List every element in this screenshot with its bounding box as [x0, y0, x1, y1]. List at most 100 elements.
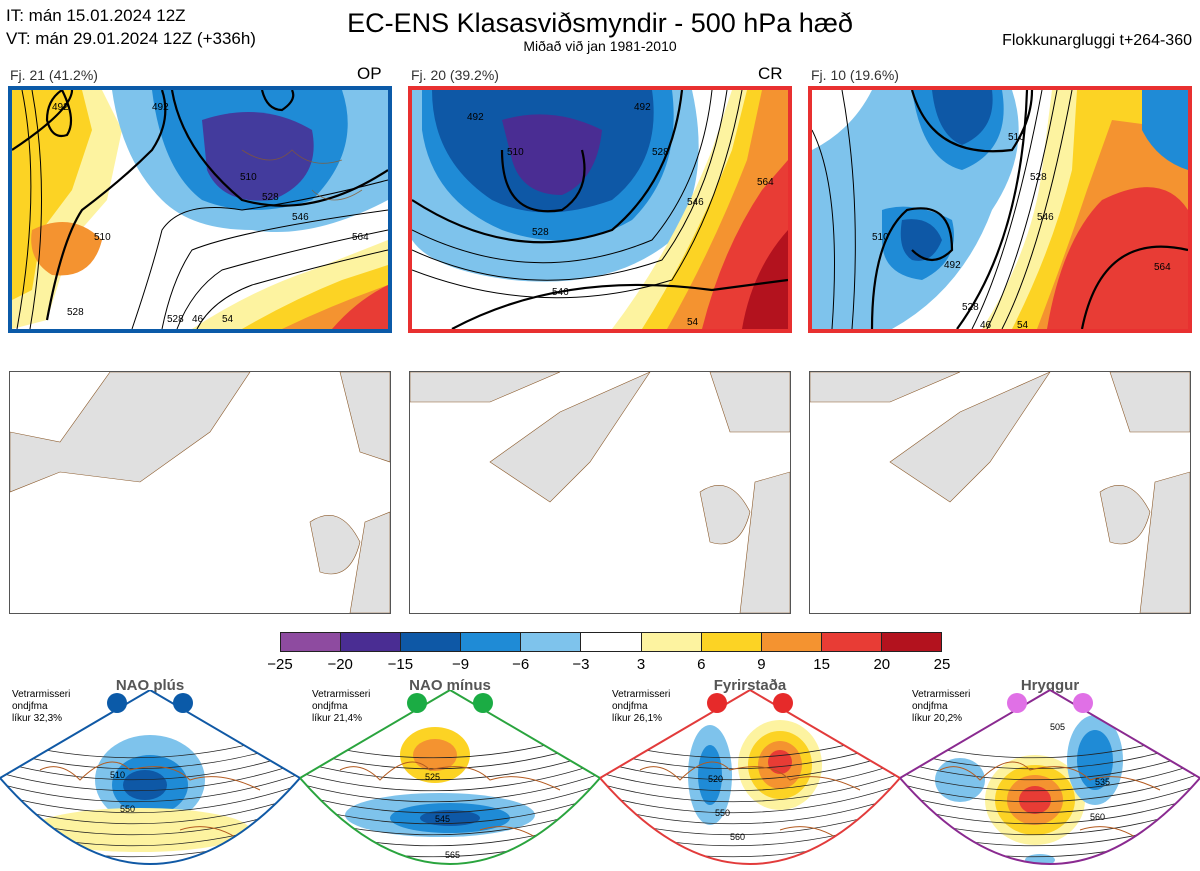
regime-contour-label: 550	[715, 808, 730, 818]
colorbar	[280, 632, 942, 652]
regime-note-line: ondjfma	[612, 701, 648, 712]
colorbar-segment	[341, 633, 402, 651]
regime-note-line: ondjfma	[912, 701, 948, 712]
empty-map-2	[409, 371, 791, 614]
contour-label: 510	[94, 232, 111, 243]
colorbar-tick-label: 9	[757, 656, 766, 673]
contour-label: 528	[67, 307, 84, 318]
contour-label: 546	[1037, 212, 1054, 223]
colorbar-segment	[641, 633, 702, 651]
regime-contour-label: 505	[1050, 722, 1065, 732]
contour-label: 528	[962, 302, 979, 313]
regime-note-line: ondjfma	[312, 701, 348, 712]
contour-label: 528	[262, 192, 279, 203]
colorbar-segment	[461, 633, 522, 651]
colorbar-segment	[881, 633, 942, 651]
regime-map-border	[900, 690, 1200, 865]
regime-title: Fyrirstaða	[713, 677, 787, 694]
contour-label: 510	[872, 232, 889, 243]
contour-label: 528	[532, 227, 549, 238]
regime-marker-dot	[707, 693, 727, 713]
contour-label: 510	[1008, 132, 1025, 143]
regime-note-line: Vetrarmisseri	[912, 689, 971, 700]
contour-label: 492	[52, 102, 69, 113]
colorbar-segment	[401, 633, 462, 651]
colorbar-segment	[701, 633, 762, 651]
regime-contour-label: 520	[708, 774, 723, 784]
regime-contour-label: 535	[1095, 777, 1110, 787]
regime-note-line: líkur 20,2%	[912, 713, 963, 724]
colorbar-segment	[281, 633, 342, 651]
regime-marker-dot	[173, 693, 193, 713]
cluster-2-tag: CR	[758, 64, 783, 83]
regime-note: Vetrarmisseri ondjfma líkur 26,1%	[612, 689, 670, 725]
regime-map: 520 550 560	[600, 690, 900, 865]
cluster-2-label: Fj. 20 (39.2%)	[411, 67, 499, 83]
cluster-3-label: Fj. 10 (19.6%)	[811, 67, 899, 83]
contour-label: 492	[944, 260, 961, 271]
regime-note-line: Vetrarmisseri	[612, 689, 671, 700]
regime-marker-dot	[1073, 693, 1093, 713]
regime-title: NAO mínus	[409, 677, 491, 694]
colorbar-segment	[521, 633, 582, 651]
regime-contour-label: 565	[445, 850, 460, 860]
header-init-times: IT: mán 15.01.2024 12Z VT: mán 29.01.202…	[6, 4, 256, 50]
colorbar-tick-label: 20	[873, 656, 891, 673]
colorbar-segment	[761, 633, 822, 651]
regime-marker-dot	[107, 693, 127, 713]
cluster-2-map: 492 492 510 528 528 546 546 564 54	[408, 86, 792, 333]
contour-label: 492	[634, 102, 651, 113]
contour-label: 546	[687, 197, 704, 208]
cluster-3-map: 510 528 510 492 528 546 564 46 54	[808, 86, 1192, 333]
contour-label: 528	[652, 147, 669, 158]
regime-map-border	[300, 690, 600, 865]
colorbar-tick-label: 15	[813, 656, 830, 673]
contour-label: 528	[1030, 172, 1047, 183]
regime-note-line: líkur 26,1%	[612, 713, 663, 724]
regime-note-line: Vetrarmisseri	[12, 689, 71, 700]
regime-contour-label: 545	[435, 814, 450, 824]
colorbar-tick-label: −9	[451, 656, 470, 673]
regime-marker-dot	[407, 693, 427, 713]
page-subtitle: Miðað við jan 1981-2010	[523, 38, 677, 54]
cluster-1-label: Fj. 21 (41.2%)	[10, 67, 98, 83]
contour-label: 46	[192, 314, 204, 325]
contour-label: 492	[152, 102, 169, 113]
regime-marker-dot	[773, 693, 793, 713]
colorbar-tick-label: 6	[697, 656, 706, 673]
regime-map: 525 545 565	[300, 690, 600, 865]
contour-label: 54	[222, 314, 234, 325]
regime-map: 505 535 560	[900, 690, 1200, 865]
contour-label: 546	[292, 212, 309, 223]
contour-label: 54	[1017, 320, 1029, 329]
regime-marker-dot	[1007, 693, 1027, 713]
regime-note: Vetrarmisseri ondjfma líkur 20,2%	[912, 689, 970, 725]
contour-label: 492	[467, 112, 484, 123]
colorbar-tick-label: −6	[512, 656, 530, 673]
colorbar-segment	[581, 633, 642, 651]
colorbar-tick-label: 3	[636, 656, 646, 673]
regime-contour-label: 560	[1090, 812, 1105, 822]
regime-map-border	[600, 690, 900, 865]
contour-label: 46	[980, 320, 992, 329]
regime-marker-dot	[473, 693, 493, 713]
regime-map: 510 550	[0, 690, 300, 865]
empty-map-1	[9, 371, 391, 614]
empty-map-3	[809, 371, 1191, 614]
regime-contour-label: 510	[110, 770, 125, 780]
regime-note-line: ondjfma	[12, 701, 48, 712]
contour-label: 564	[352, 232, 369, 243]
colorbar-tick-label: −15	[387, 656, 414, 673]
contour-label: 528	[167, 314, 184, 325]
colorbar-tick-label: −25	[267, 656, 293, 673]
colorbar-tick-label: −20	[327, 656, 353, 673]
regime-title: Hryggur	[1020, 677, 1080, 694]
contour-label: 510	[507, 147, 524, 158]
regime-contour-label: 550	[120, 804, 135, 814]
init-time: IT: mán 15.01.2024 12Z	[6, 6, 186, 25]
contour-label: 510	[240, 172, 257, 183]
cluster-1-map: 492 492 510 510 528 528 546 564 528 46 5…	[8, 86, 392, 333]
contour-label: 564	[1154, 262, 1171, 273]
regime-map-border	[0, 690, 300, 865]
regime-note-line: Vetrarmisseri	[312, 689, 371, 700]
